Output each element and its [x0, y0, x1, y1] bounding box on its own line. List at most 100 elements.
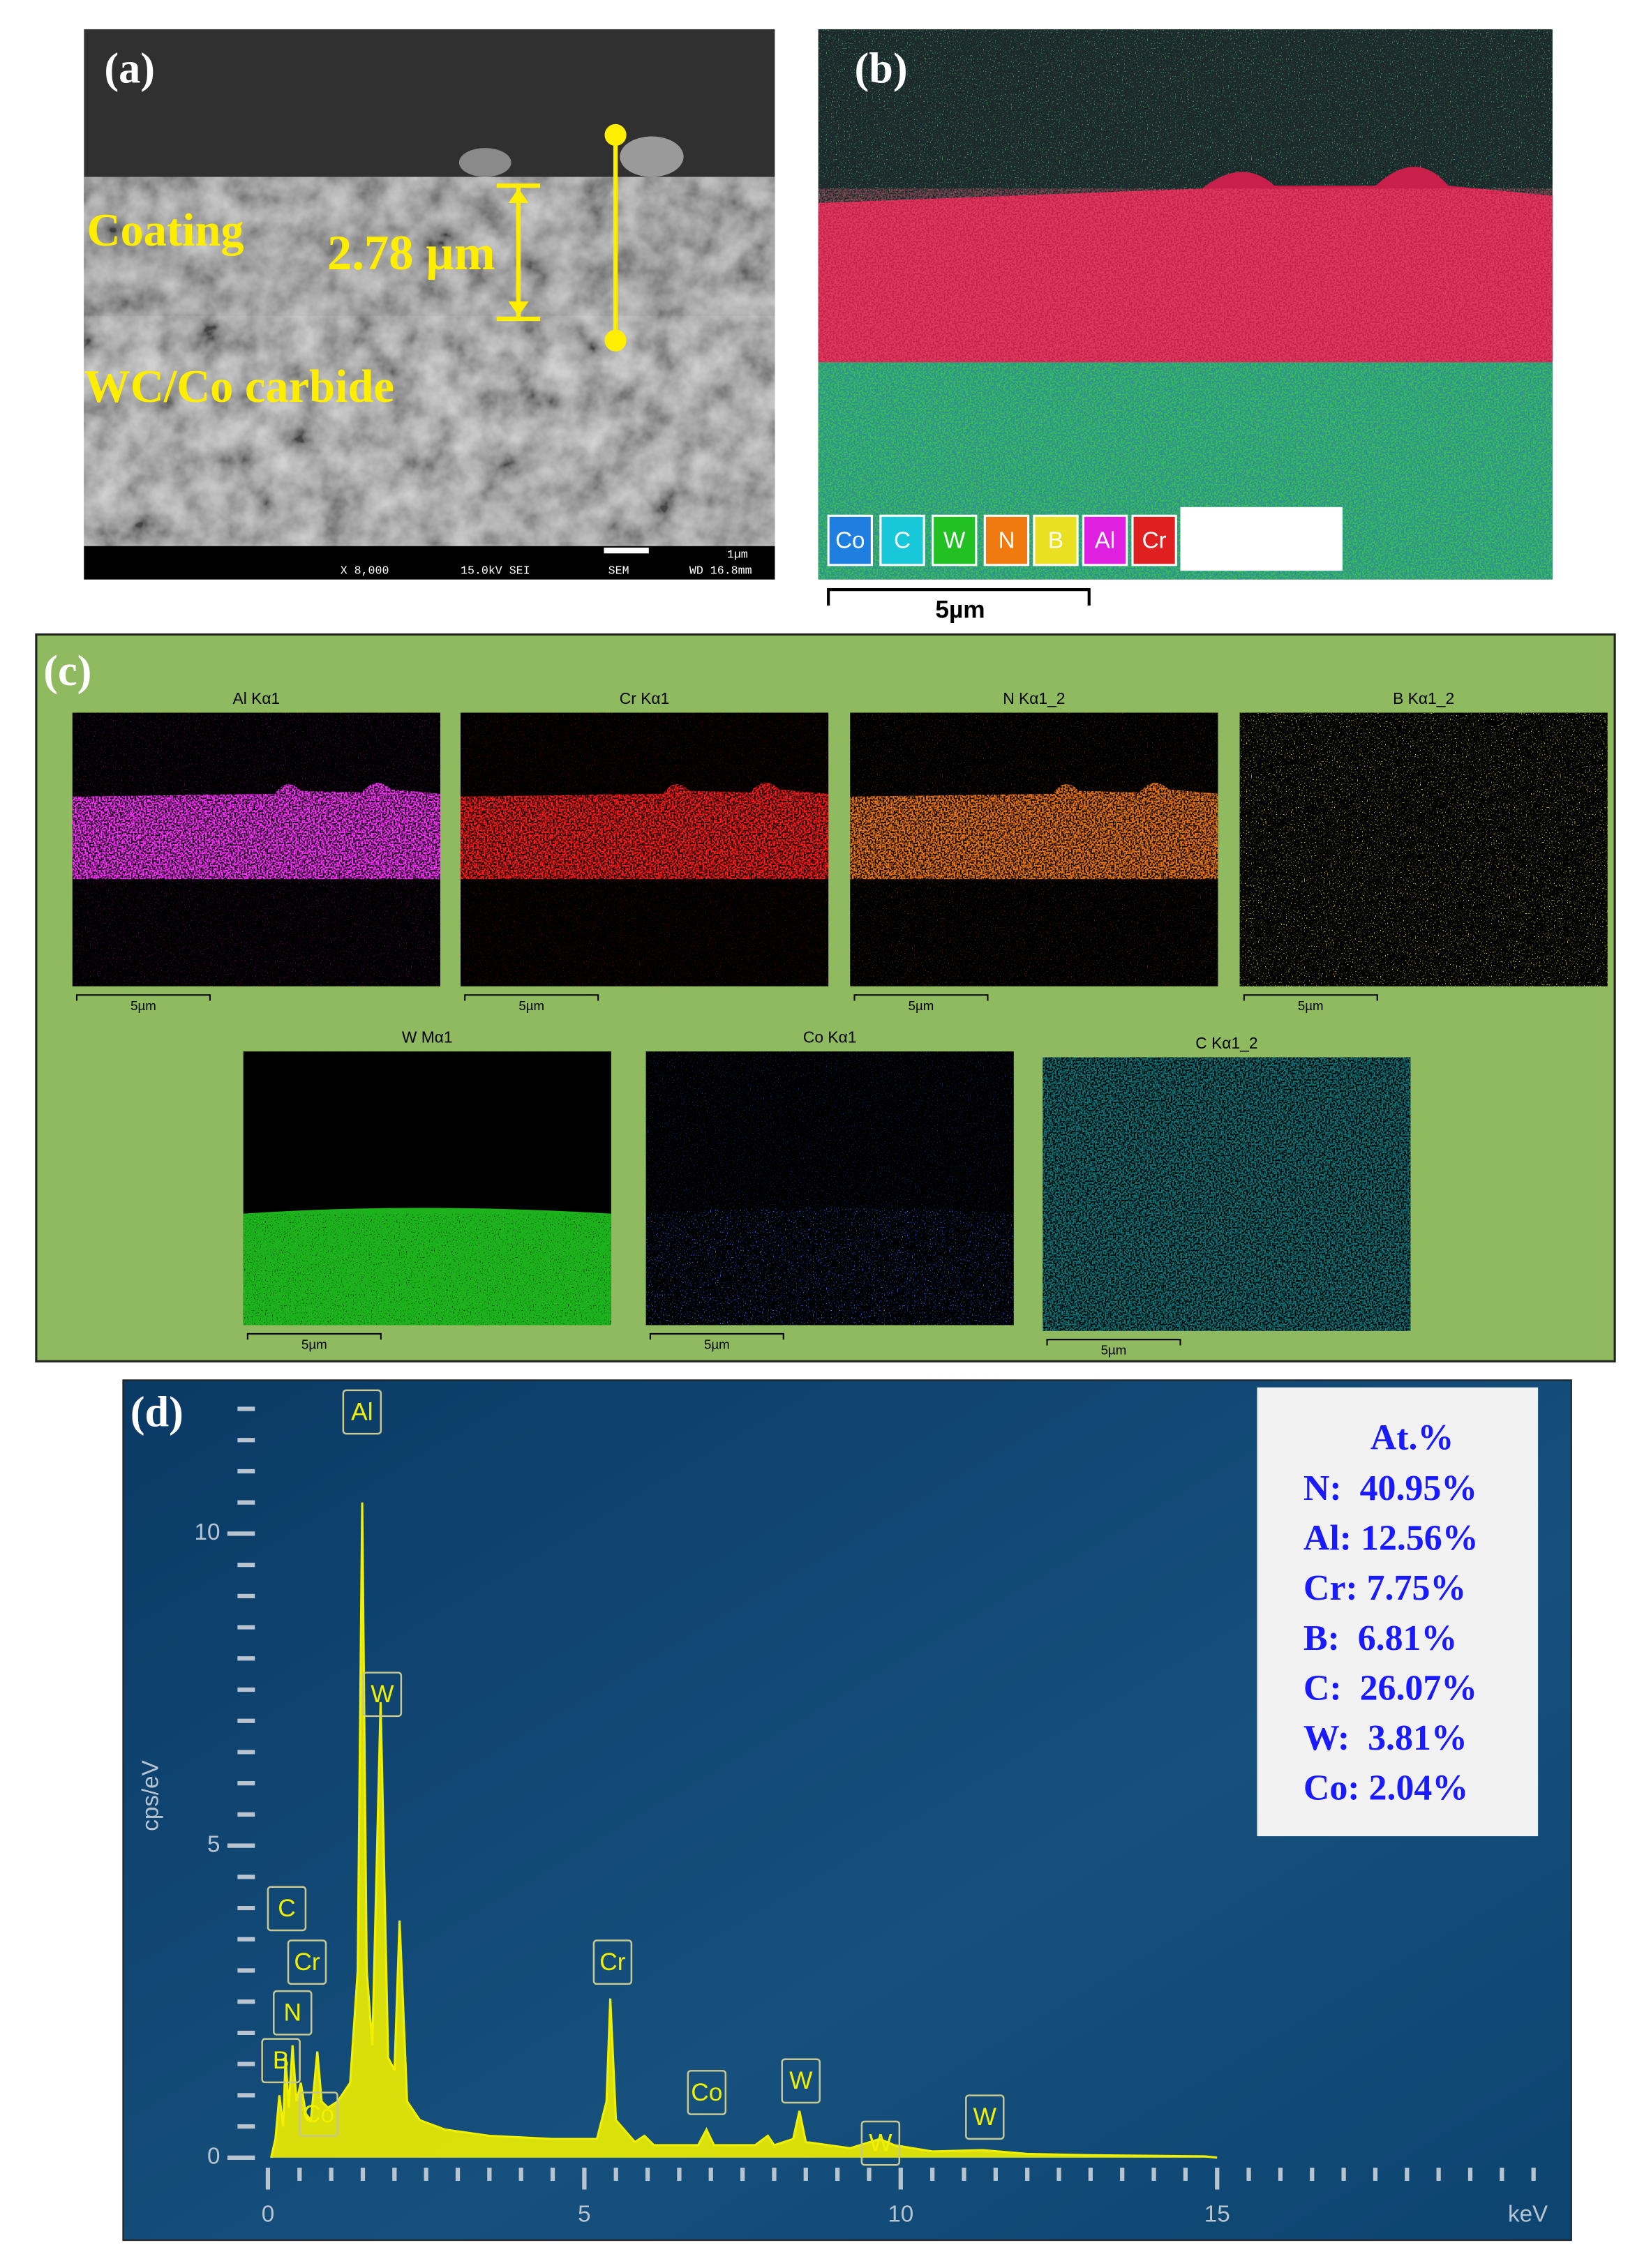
- composition-row: C: 26.07%: [1303, 1668, 1477, 1708]
- peak-label: W: [869, 2129, 892, 2156]
- scale-label: 5µm: [301, 1337, 327, 1351]
- map-noise: [645, 1051, 1014, 1214]
- texture: [84, 177, 775, 548]
- composition-row: B: 6.81%: [1303, 1619, 1457, 1658]
- info-bar: [84, 546, 775, 580]
- peak-label-box: [261, 2038, 301, 2084]
- x-tick-label: 10: [888, 2202, 913, 2228]
- legend-swatch: [983, 514, 1030, 566]
- x-tick-label: 0: [262, 2202, 274, 2228]
- map-title: W Mα1: [402, 1028, 453, 1046]
- peak-label: Co: [303, 2101, 334, 2128]
- scale-bar: [853, 994, 989, 1001]
- peak-label-box: [592, 1939, 633, 1985]
- composition-row: N: 40.95%: [1303, 1469, 1477, 1508]
- peak-label: W: [371, 1681, 394, 1708]
- legend-label: B: [1048, 527, 1063, 553]
- peak-label-box: [273, 1990, 313, 2036]
- scale-bar: [604, 547, 649, 554]
- map-layer: [850, 783, 1218, 880]
- peak-label-box: [687, 2070, 727, 2115]
- droplet: [458, 148, 511, 177]
- peak-label-box: [860, 2120, 901, 2166]
- y-tick-label: 5: [207, 1831, 220, 1857]
- scale-label: 5µm: [704, 1337, 730, 1351]
- map-noise: [1043, 1057, 1411, 1331]
- legend-swatch: [1131, 514, 1177, 566]
- legend-swatch: [879, 514, 925, 566]
- scale-label: 5µm: [518, 998, 544, 1013]
- panel-b: (b) 5µm Co C W N B Al Cr: [818, 29, 1553, 624]
- map-layer: [72, 783, 440, 880]
- scale-label: 5µm: [935, 596, 985, 624]
- scale-label: 5µm: [130, 998, 156, 1013]
- spectrum-area: [271, 1502, 1218, 2158]
- map-title: Al Kα1: [232, 689, 280, 707]
- legend-label: Co: [835, 527, 865, 553]
- peak-label-box: [267, 1886, 307, 1932]
- peak-label: N: [284, 1999, 301, 2027]
- info-text: 15.0kV SEI: [461, 564, 530, 578]
- panel-label: (c): [43, 647, 91, 695]
- map-layer: [645, 1208, 1014, 1325]
- thickness-marker: [496, 123, 627, 352]
- scale-bar: [246, 1332, 382, 1340]
- map-noise: [243, 1213, 611, 1325]
- peak-label-box: [362, 1672, 403, 1718]
- panel-label: (d): [130, 1388, 184, 1436]
- legend-label: N: [998, 527, 1015, 553]
- map-title: B Kα1_2: [1393, 689, 1454, 707]
- blank: [1180, 506, 1343, 571]
- map-title: Cr Kα1: [620, 689, 670, 707]
- composition-box: [1257, 1387, 1539, 1837]
- peak-label: W: [973, 2103, 997, 2131]
- noise: [818, 188, 1553, 366]
- y-tick-label: 10: [195, 1519, 221, 1545]
- legend-swatch: [827, 514, 873, 566]
- composition-row: W: 3.81%: [1303, 1718, 1467, 1758]
- scale-bar: [649, 1332, 784, 1340]
- peak-label: C: [278, 1895, 295, 1922]
- peak-label-box: [342, 1389, 382, 1435]
- peak-label: Cr: [599, 1948, 625, 1976]
- label: 2.78 µm: [327, 226, 495, 280]
- map-title: Co Kα1: [803, 1028, 857, 1046]
- peak-label-box: [781, 2058, 821, 2104]
- peak-label-box: [299, 2091, 338, 2137]
- map-noise: [1239, 712, 1608, 986]
- x-tick-label: 15: [1204, 2202, 1230, 2228]
- x-axis-label: keV: [1508, 2202, 1548, 2228]
- panel-label: (a): [104, 45, 155, 92]
- legend-label: C: [894, 527, 911, 553]
- legend-label: W: [943, 527, 966, 553]
- legend-label: Al: [1095, 527, 1116, 553]
- peak-label-box: [965, 2094, 1005, 2140]
- legend-swatch: [1082, 514, 1128, 566]
- peak-label: B: [273, 2047, 290, 2074]
- peak-label: W: [789, 2067, 813, 2094]
- scale-label: 5µm: [909, 998, 934, 1013]
- info-text: 1µm: [727, 548, 748, 562]
- y-axis-label: cps/eV: [138, 1760, 164, 1831]
- info-text: WD 16.8mm: [689, 564, 752, 578]
- peak-label: Co: [691, 2079, 722, 2106]
- legend-label: Cr: [1142, 527, 1167, 553]
- info-text: X 8,000: [341, 564, 389, 578]
- legend-swatch: [1033, 514, 1079, 566]
- label: Coating: [87, 205, 244, 256]
- info-text: SEM: [608, 564, 629, 578]
- peak-label-box: [287, 1939, 327, 1985]
- peak-label: Cr: [294, 1948, 320, 1976]
- x-tick-label: 5: [578, 2202, 590, 2228]
- scale-bar: [827, 588, 1091, 606]
- composition-row: Co: 2.04%: [1303, 1768, 1468, 1808]
- panel-label: (b): [855, 45, 908, 92]
- panel-c: (c) Al Kα1 5µm Cr Kα1 5µm N Kα1_2 5µm B Kα1_2 5…: [35, 633, 1616, 1362]
- legend-swatch: [932, 514, 978, 566]
- map-layer: [460, 783, 829, 880]
- composition-row: Al: 12.56%: [1303, 1519, 1479, 1559]
- scale-bar: [75, 994, 211, 1001]
- scale-bar: [1046, 1339, 1181, 1346]
- peak-label: Al: [351, 1398, 373, 1425]
